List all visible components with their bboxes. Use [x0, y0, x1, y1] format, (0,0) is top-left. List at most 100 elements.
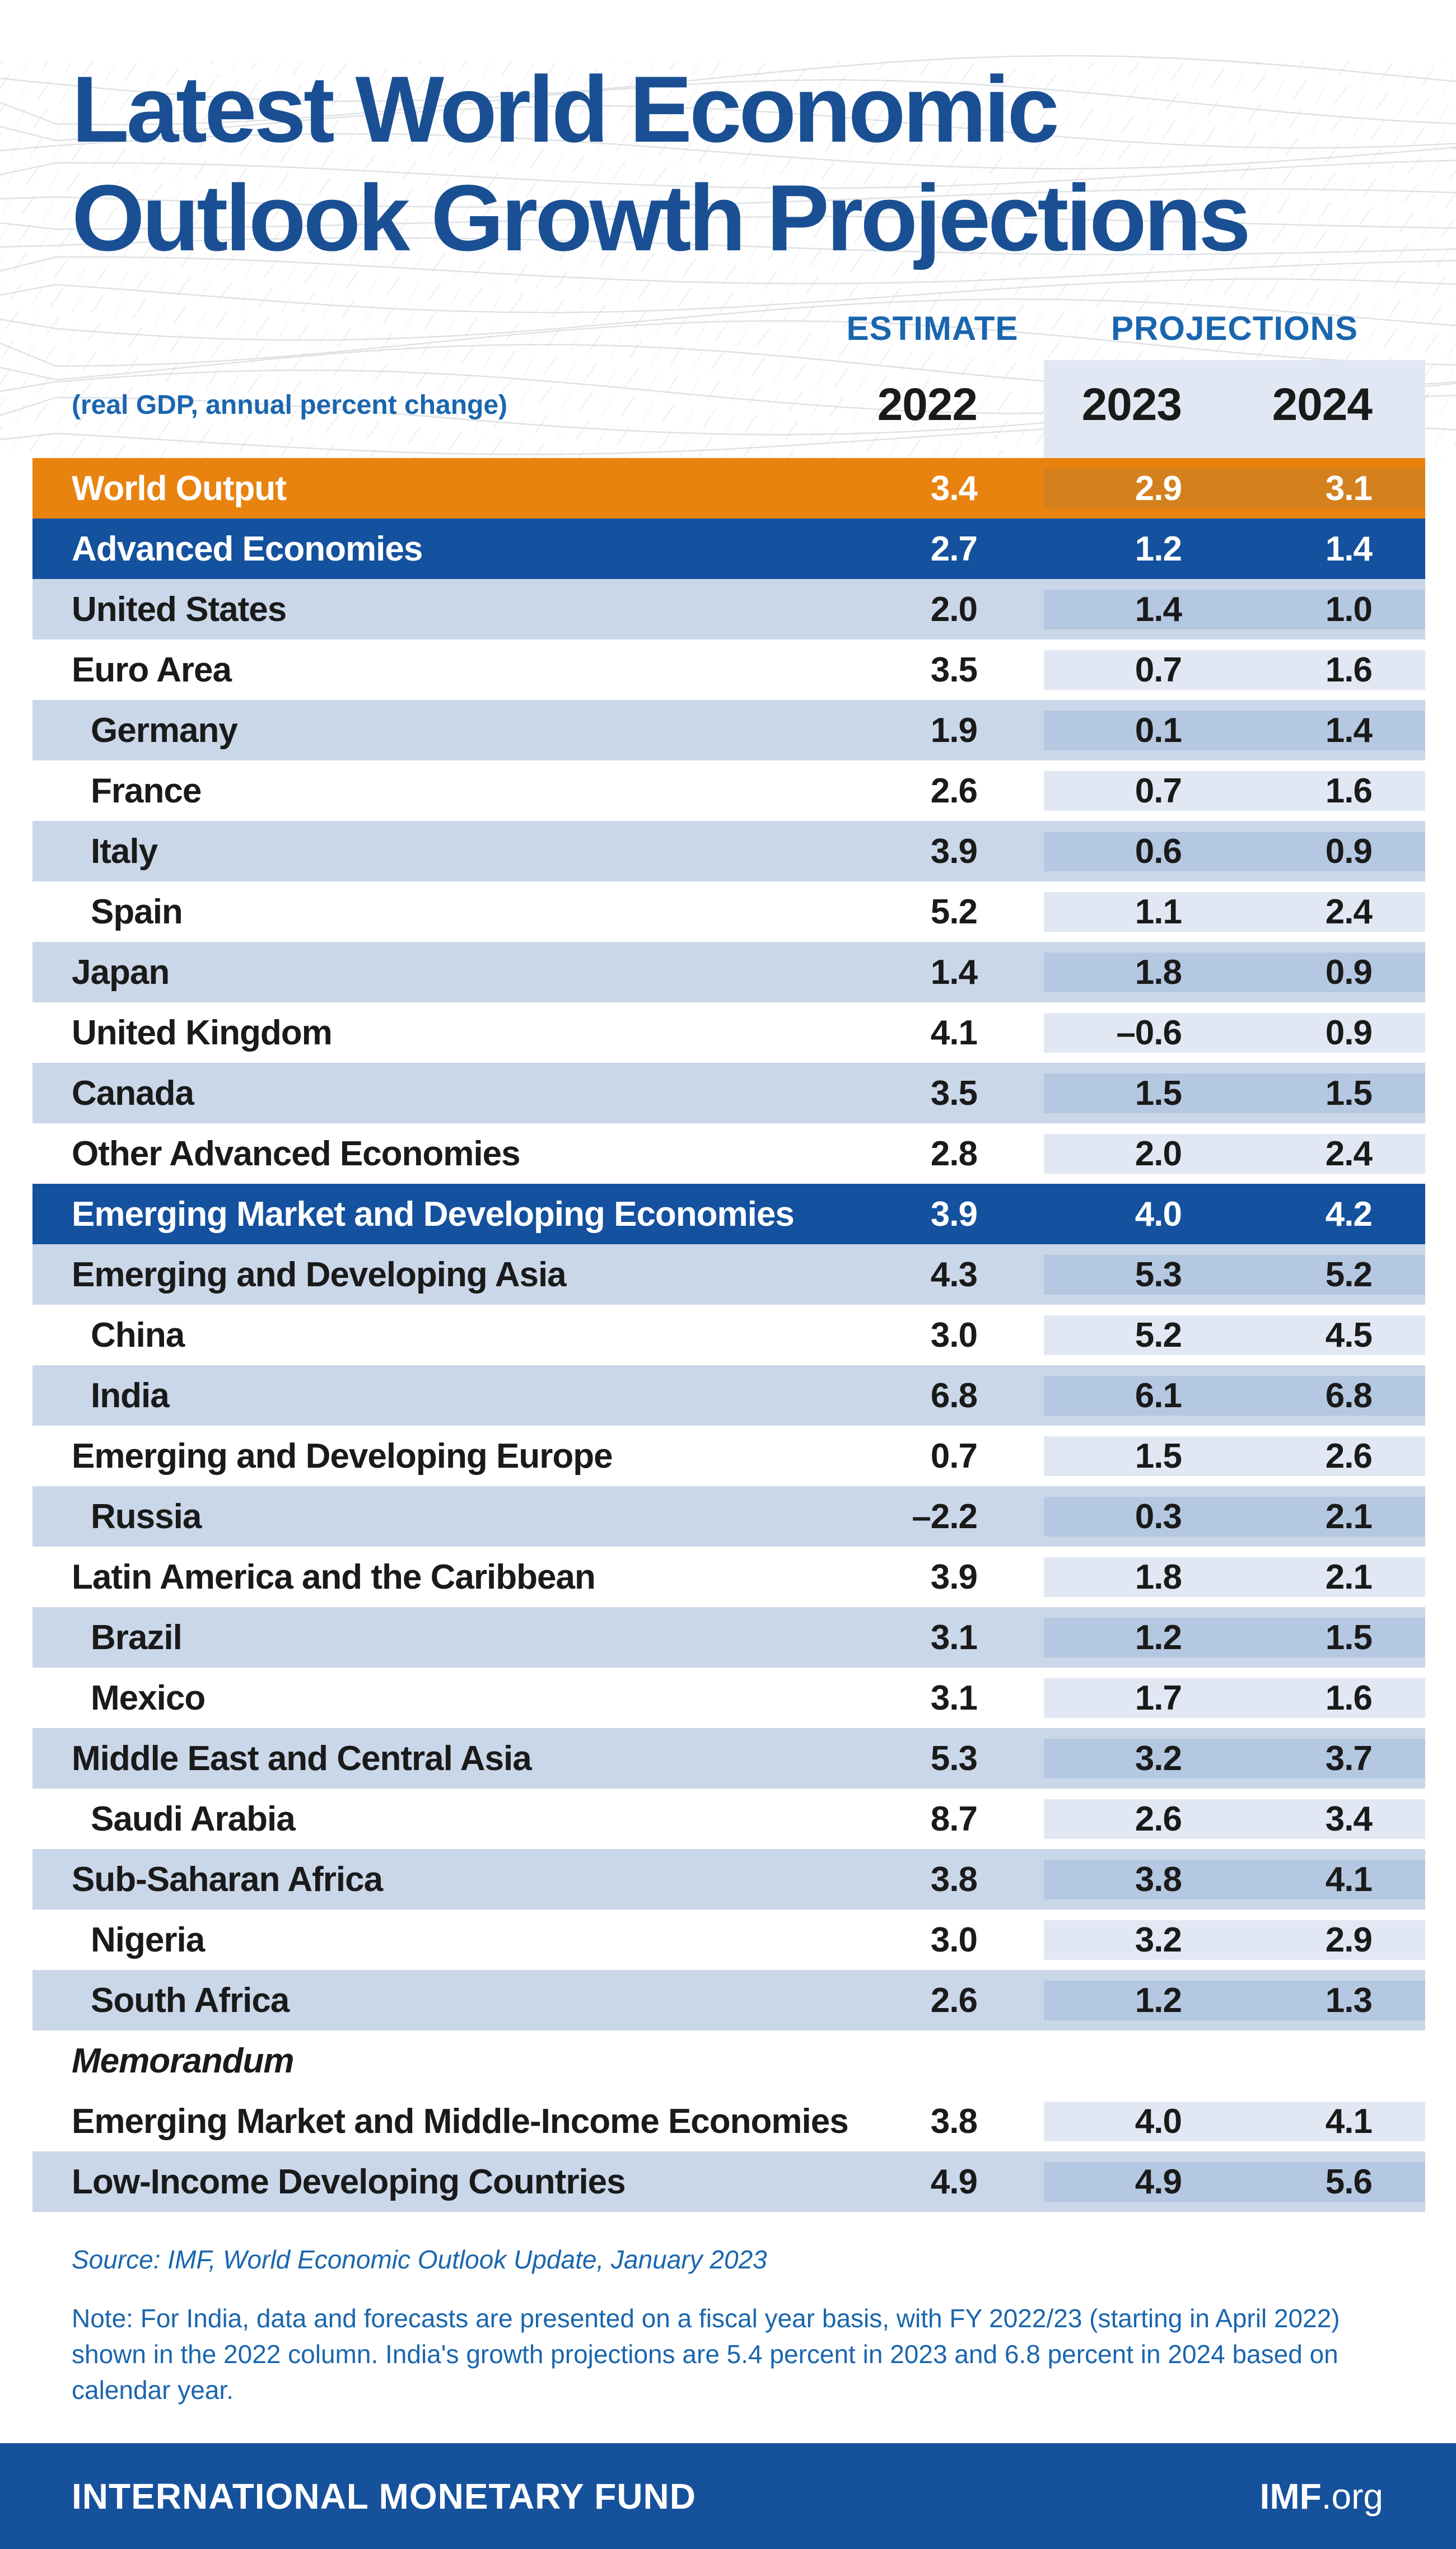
row-value-2022: 3.9	[930, 1194, 978, 1234]
row-value-2024: 1.6	[1238, 771, 1425, 811]
row-value-2024: 3.1	[1238, 468, 1425, 508]
table-row: Euro Area 3.5 0.7 1.6	[32, 639, 1425, 700]
row-value-2023: 0.7	[1044, 650, 1238, 690]
table-row: Italy 3.9 0.6 0.9	[32, 821, 1425, 881]
row-value-2024: 0.9	[1238, 952, 1425, 992]
table-row: Mexico 3.1 1.7 1.6	[32, 1668, 1425, 1728]
row-value-2022: 2.7	[930, 529, 978, 568]
table-row: Brazil 3.1 1.2 1.5	[32, 1607, 1425, 1668]
table-row: Memorandum	[32, 2030, 1425, 2091]
row-value-2023: 0.7	[1044, 771, 1238, 811]
table-row: Middle East and Central Asia 5.3 3.2 3.7	[32, 1728, 1425, 1789]
row-value-2024: 1.5	[1238, 1617, 1425, 1658]
row-value-2022: 2.8	[930, 1134, 978, 1173]
row-value-2023: 3.2	[1044, 1738, 1238, 1778]
row-value-2023: 1.8	[1044, 952, 1238, 992]
row-value-2022: 2.6	[930, 771, 978, 810]
row-value-2022: 3.0	[930, 1315, 978, 1355]
table-row: Saudi Arabia 8.7 2.6 3.4	[32, 1789, 1425, 1849]
table-row: World Output 3.4 2.9 3.1	[32, 458, 1425, 519]
row-value-2023: 2.0	[1044, 1133, 1238, 1174]
row-value-2024: 2.9	[1238, 1920, 1425, 1960]
row-value-2024: 4.2	[1238, 1194, 1425, 1234]
row-value-2024: 1.4	[1238, 529, 1425, 569]
row-value-2023: 1.1	[1044, 891, 1238, 932]
row-label: Nigeria	[91, 1920, 205, 1959]
table-row: South Africa 2.6 1.2 1.3	[32, 1970, 1425, 2030]
row-label: Sub-Saharan Africa	[72, 1860, 383, 1899]
row-value-2024: 4.1	[1238, 1859, 1425, 1899]
row-value-2022: 3.8	[930, 1860, 978, 1899]
row-value-2024: 2.4	[1238, 891, 1425, 932]
row-label: Euro Area	[72, 650, 232, 689]
row-value-2022: 2.6	[930, 1981, 978, 2020]
source-prefix: Source: IMF,	[72, 2245, 223, 2274]
row-value-2023: 5.2	[1044, 1315, 1238, 1355]
row-value-2023: 2.6	[1044, 1799, 1238, 1839]
row-label: Italy	[91, 832, 158, 871]
row-value-2022: 8.7	[930, 1799, 978, 1838]
row-value-2024: 1.6	[1238, 1678, 1425, 1718]
footer-site-imf: IMF	[1259, 2476, 1322, 2517]
table-row: Japan 1.4 1.8 0.9	[32, 942, 1425, 1002]
source-suffix: , January 2023	[596, 2245, 767, 2274]
row-label: Canada	[72, 1073, 194, 1113]
row-value-2023: 1.7	[1044, 1678, 1238, 1718]
row-value-2024: 2.1	[1238, 1496, 1425, 1537]
row-value-2023: 1.4	[1044, 589, 1238, 629]
row-value-2023: 2.9	[1044, 468, 1238, 508]
row-label: Emerging Market and Middle-Income Econom…	[72, 2102, 849, 2141]
mesh-contour-line	[0, 133, 1456, 170]
source-publication: World Economic Outlook Update	[223, 2245, 597, 2274]
row-label: Emerging and Developing Europe	[72, 1436, 613, 1476]
row-value-2023: 1.2	[1044, 529, 1238, 569]
row-label: Russia	[91, 1497, 202, 1536]
row-value-2023: 1.8	[1044, 1557, 1238, 1597]
row-value-2024: 4.1	[1238, 2101, 1425, 2141]
mesh-contour-line	[0, 160, 1456, 189]
table-row: Germany 1.9 0.1 1.4	[32, 700, 1425, 760]
row-value-2022: 5.3	[930, 1739, 978, 1778]
row-label: Advanced Economies	[72, 529, 423, 568]
row-value-2022: 3.8	[930, 2102, 978, 2141]
year-header-2022: 2022	[877, 379, 978, 430]
table-row: Other Advanced Economies 2.8 2.0 2.4	[32, 1123, 1425, 1184]
wireframe-mesh-background	[0, 55, 1456, 459]
row-value-2022: 1.4	[930, 953, 978, 992]
row-label: France	[91, 771, 202, 810]
row-value-2024: 1.0	[1238, 589, 1425, 629]
row-value-2022: 0.7	[930, 1436, 978, 1476]
mesh-contour-line	[0, 79, 1456, 125]
row-value-2024: 5.6	[1238, 2161, 1425, 2202]
mesh-contour-line	[0, 320, 1456, 367]
row-label: Emerging and Developing Asia	[72, 1255, 567, 1294]
row-value-2023: 4.9	[1044, 2161, 1238, 2202]
row-label: Low-Income Developing Countries	[72, 2162, 626, 2201]
table-row: Emerging and Developing Europe 0.7 1.5 2.6	[32, 1426, 1425, 1486]
row-value-2024: 1.5	[1238, 1073, 1425, 1113]
row-label: Brazil	[91, 1618, 183, 1657]
source-line: Source: IMF, World Economic Outlook Upda…	[72, 2244, 767, 2275]
mesh-contour-line	[0, 55, 1456, 102]
table-row: Latin America and the Caribbean 3.9 1.8 2.1	[32, 1547, 1425, 1607]
mesh-contour-line	[0, 256, 1456, 284]
row-value-2024: 1.3	[1238, 1980, 1425, 2020]
page-title-line-1: Latest World Economic	[72, 57, 1060, 162]
row-value-2024: 0.9	[1238, 831, 1425, 871]
row-value-2022: 3.1	[930, 1678, 978, 1717]
table-row: China 3.0 5.2 4.5	[32, 1305, 1425, 1365]
table-row: Canada 3.5 1.5 1.5	[32, 1063, 1425, 1123]
row-label: World Output	[72, 469, 287, 508]
row-label: Other Advanced Economies	[72, 1134, 521, 1173]
row-value-2023: 3.8	[1044, 1859, 1238, 1899]
table-row: Spain 5.2 1.1 2.4	[32, 881, 1425, 942]
row-value-2024: 2.4	[1238, 1133, 1425, 1174]
row-value-2024: 2.6	[1238, 1436, 1425, 1476]
row-value-2022: 3.5	[930, 1073, 978, 1113]
footer-site-link: IMF.org	[1260, 2476, 1383, 2517]
table-row: Emerging Market and Developing Economies…	[32, 1184, 1425, 1244]
row-label: China	[91, 1315, 185, 1355]
row-value-2022: 3.5	[930, 650, 978, 689]
row-value-2024: 6.8	[1238, 1375, 1425, 1416]
row-value-2024: 3.4	[1238, 1799, 1425, 1839]
